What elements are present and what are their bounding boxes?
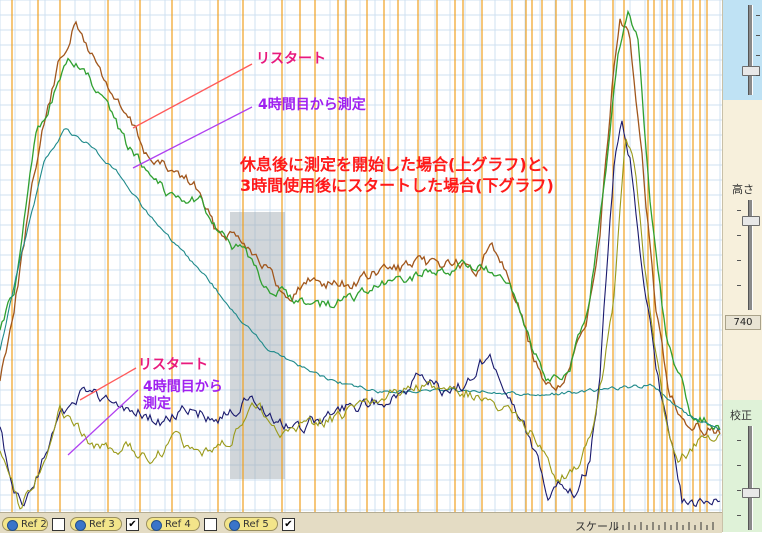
signal-plot: リスタート 4時間目から測定 休息後に測定を開始した場合(上グラフ)と、 3時間… (0, 0, 722, 512)
lower-from4h-label-b: 測定 (143, 396, 171, 412)
ref3-toggle[interactable]: Ref 3 (70, 517, 122, 531)
top-slider-section (723, 0, 762, 100)
calibration-section: 校正 (723, 400, 762, 532)
top-slider-track[interactable] (748, 5, 753, 95)
ref3-checkbox[interactable]: ✔ (126, 518, 139, 531)
height-value-field[interactable]: 740 (725, 315, 761, 330)
top-slider-thumb[interactable] (742, 66, 760, 76)
ref5-toggle[interactable]: Ref 5 (224, 517, 278, 531)
height-slider-thumb[interactable] (742, 216, 760, 226)
calibration-label: 校正 (730, 409, 752, 422)
scale-label: スケール (575, 520, 619, 533)
ref-toggle-icon (7, 520, 18, 531)
caption-line2: 3時間使用後にスタートした場合(下グラフ) (240, 176, 554, 195)
height-label: 高さ (732, 183, 754, 196)
upper-from4h-pointer (132, 106, 253, 169)
bottom-reference-bar: Ref 2 Ref 3 ✔ Ref 4 Ref 5 ✔ (0, 512, 722, 533)
lower-restart-label: リスタート (138, 357, 208, 373)
series-olive-lower (0, 138, 721, 510)
ref-toggle-icon (75, 520, 86, 531)
series-green-upper (0, 9, 721, 431)
upper-restart-pointer (132, 63, 253, 129)
calibration-slider-track[interactable] (748, 426, 753, 530)
ref-toggle-icon (229, 520, 240, 531)
shaded-region (230, 212, 285, 479)
height-section: 高さ 740 (723, 100, 762, 400)
ref4-checkbox[interactable] (204, 518, 217, 531)
calibration-slider-thumb[interactable] (742, 488, 760, 498)
ref2-toggle[interactable]: Ref 2 (2, 517, 48, 531)
upper-restart-label: リスタート (256, 51, 326, 67)
ref2-checkbox[interactable] (52, 518, 65, 531)
lower-from4h-label-a: 4時間目から (143, 379, 223, 395)
caption-line1: 休息後に測定を開始した場合(上グラフ)と、 (240, 155, 558, 174)
series-teal-middle (0, 128, 721, 431)
right-control-panel: 高さ 740 校正 (722, 0, 762, 532)
lower-from4h-pointer (67, 389, 139, 456)
ref5-checkbox[interactable]: ✔ (282, 518, 295, 531)
ref4-label: Ref 4 (165, 519, 191, 530)
ref-toggle-icon (151, 520, 162, 531)
ref2-label: Ref 2 (21, 519, 47, 530)
lower-restart-pointer (79, 367, 137, 401)
height-slider-track[interactable] (748, 200, 753, 310)
upper-from4h-label: 4時間目から測定 (258, 97, 366, 113)
ref4-toggle[interactable]: Ref 4 (146, 517, 200, 531)
scale-ruler (616, 522, 714, 530)
ref3-label: Ref 3 (89, 519, 115, 530)
series-brown-upper (0, 18, 721, 437)
signal-graph (0, 0, 722, 512)
ref5-label: Ref 5 (243, 519, 269, 530)
